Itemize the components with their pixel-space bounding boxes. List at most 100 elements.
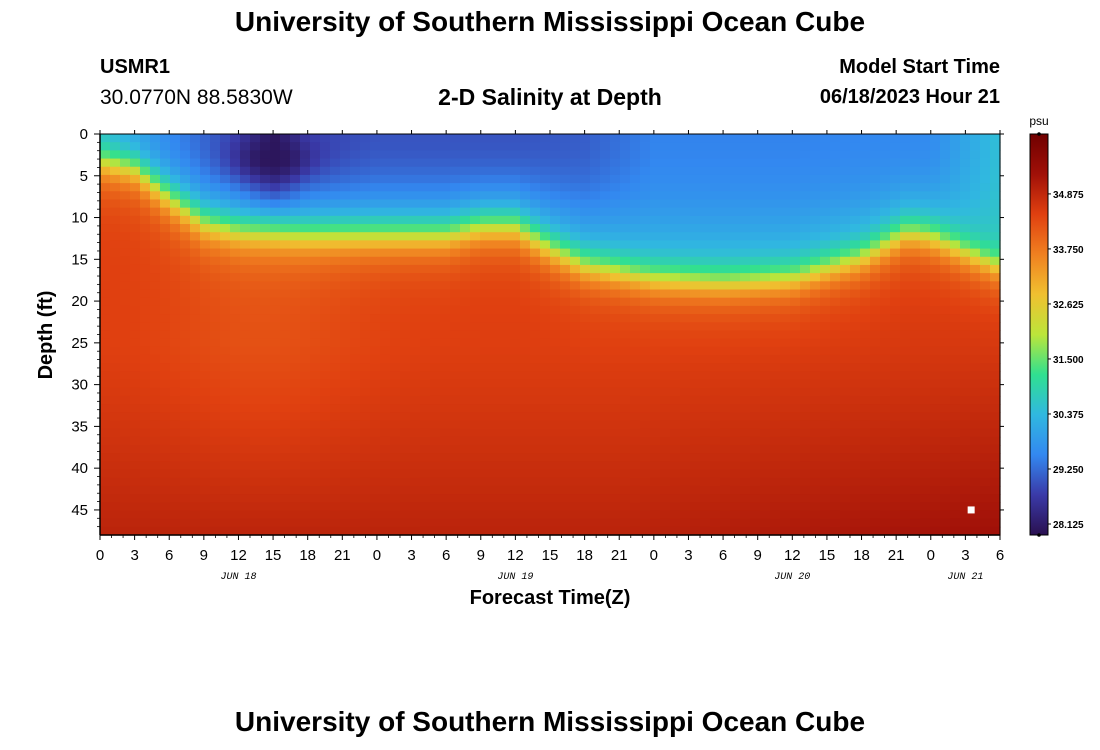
- heatmap-cell: [750, 166, 761, 176]
- heatmap-cell: [870, 485, 881, 495]
- heatmap-cell: [380, 453, 391, 462]
- heatmap-cell: [240, 420, 251, 430]
- heatmap-cell: [650, 404, 661, 413]
- heatmap-cell: [140, 330, 151, 340]
- heatmap-cell: [470, 518, 481, 528]
- heatmap-cell: [950, 281, 961, 291]
- heatmap-cell: [110, 305, 121, 315]
- heatmap-cell: [420, 346, 431, 356]
- heatmap-cell: [320, 510, 331, 520]
- heatmap-cell: [240, 305, 251, 315]
- heatmap-cell: [300, 174, 311, 184]
- heatmap-cell: [790, 477, 801, 487]
- heatmap-cell: [510, 420, 521, 430]
- heatmap-cell: [370, 314, 381, 323]
- heatmap-cell: [310, 134, 321, 143]
- heatmap-cell: [120, 412, 131, 422]
- heatmap-cell: [770, 395, 781, 405]
- heatmap-cell: [520, 363, 531, 372]
- heatmap-cell: [450, 264, 461, 274]
- heatmap-cell: [460, 142, 471, 151]
- heatmap-cell: [680, 150, 691, 160]
- heatmap-cell: [750, 395, 761, 405]
- heatmap-cell: [610, 232, 621, 241]
- heatmap-cell: [100, 191, 111, 201]
- heatmap-cell: [650, 494, 661, 503]
- heatmap-cell: [290, 289, 301, 299]
- heatmap-cell: [500, 215, 511, 225]
- heatmap-cell: [120, 502, 131, 512]
- heatmap-cell: [730, 346, 741, 356]
- heatmap-cell: [170, 395, 181, 405]
- heatmap-cell: [760, 387, 771, 397]
- heatmap-cell: [640, 240, 651, 250]
- heatmap-cell: [700, 305, 711, 315]
- heatmap-cell: [540, 224, 551, 233]
- heatmap-cell: [340, 158, 351, 168]
- heatmap-cell: [160, 224, 171, 233]
- heatmap-cell: [470, 428, 481, 438]
- heatmap-cell: [170, 453, 181, 462]
- heatmap-cell: [240, 404, 251, 413]
- heatmap-cell: [670, 256, 681, 266]
- heatmap-cell: [600, 354, 611, 364]
- heatmap-cell: [620, 273, 631, 282]
- heatmap-cell: [220, 248, 231, 258]
- heatmap-cell: [180, 183, 191, 192]
- heatmap-cell: [180, 215, 191, 225]
- heatmap-cell: [780, 142, 791, 151]
- heatmap-cell: [990, 199, 1001, 209]
- heatmap-cell: [460, 371, 471, 381]
- heatmap-cell: [990, 174, 1001, 184]
- heatmap-cell: [160, 477, 171, 487]
- heatmap-cell: [970, 166, 981, 176]
- heatmap-cell: [340, 477, 351, 487]
- heatmap-cell: [650, 518, 661, 528]
- heatmap-cell: [870, 510, 881, 520]
- heatmap-cell: [860, 387, 871, 397]
- heatmap-cell: [870, 379, 881, 389]
- heatmap-cell: [470, 240, 481, 250]
- heatmap-cell: [810, 420, 821, 430]
- heatmap-cell: [620, 281, 631, 291]
- heatmap-cell: [840, 297, 851, 307]
- heatmap-cell: [960, 297, 971, 307]
- heatmap-cell: [480, 150, 491, 160]
- heatmap-cell: [490, 502, 501, 512]
- heatmap-cell: [310, 363, 321, 372]
- heatmap-cell: [910, 134, 921, 143]
- heatmap-cell: [340, 395, 351, 405]
- heatmap-cell: [610, 322, 621, 331]
- heatmap-cell: [190, 510, 201, 520]
- heatmap-cell: [920, 281, 931, 291]
- heatmap-cell: [560, 379, 571, 389]
- heatmap-cell: [290, 264, 301, 274]
- heatmap-cell: [140, 305, 151, 315]
- heatmap-cell: [190, 404, 201, 413]
- heatmap-cell: [370, 461, 381, 471]
- heatmap-cell: [820, 314, 831, 323]
- heatmap-cell: [140, 518, 151, 528]
- heatmap-cell: [930, 338, 941, 348]
- heatmap-cell: [840, 444, 851, 454]
- heatmap-cell: [160, 354, 171, 364]
- heatmap-cell: [850, 363, 861, 372]
- heatmap-cell: [210, 297, 221, 307]
- heatmap-cell: [440, 281, 451, 291]
- heatmap-cell: [700, 420, 711, 430]
- heatmap-cell: [990, 354, 1001, 364]
- heatmap-cell: [560, 436, 571, 446]
- heatmap-cell: [250, 461, 261, 471]
- heatmap-cell: [900, 289, 911, 299]
- heatmap-cell: [910, 371, 921, 381]
- heatmap-cell: [960, 330, 971, 340]
- heatmap-cell: [960, 485, 971, 495]
- heatmap-cell: [480, 461, 491, 471]
- heatmap-cell: [330, 314, 341, 323]
- heatmap-cell: [710, 453, 721, 462]
- heatmap-cell: [360, 395, 371, 405]
- heatmap-cell: [170, 412, 181, 422]
- heatmap-cell: [540, 256, 551, 266]
- x-tick-label: 3: [684, 547, 692, 564]
- heatmap-cell: [950, 453, 961, 462]
